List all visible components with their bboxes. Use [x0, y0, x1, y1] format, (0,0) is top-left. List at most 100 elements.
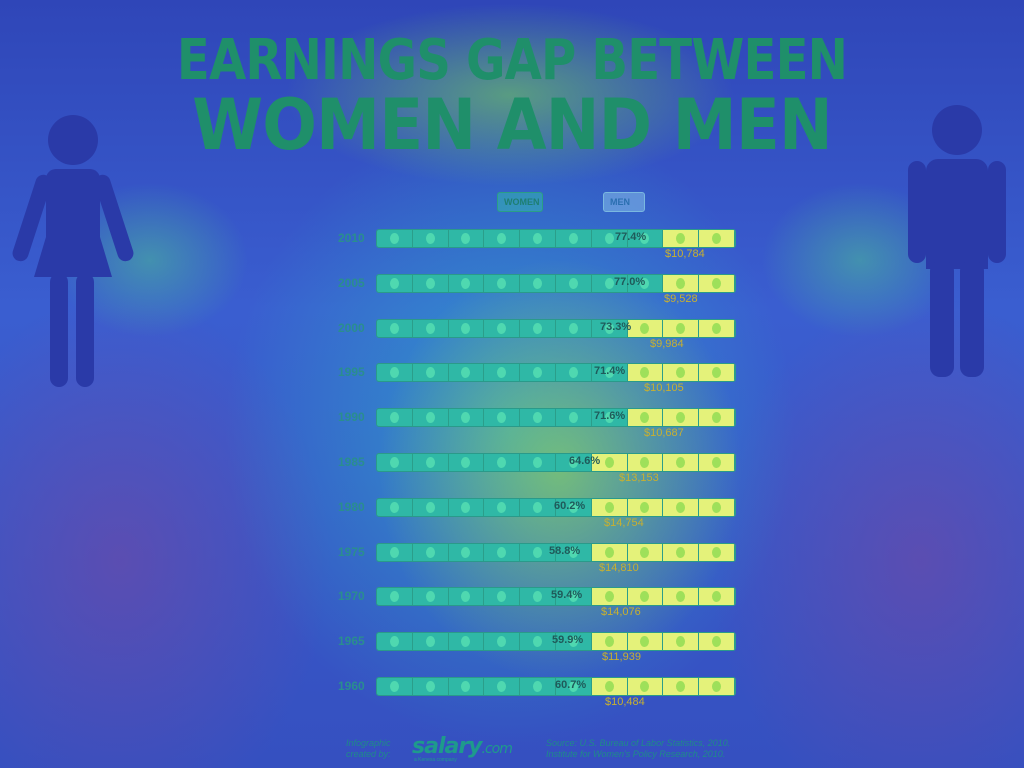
coin-icon: [640, 636, 650, 648]
bar-segment: [520, 364, 556, 382]
coin-icon: [604, 591, 614, 603]
coin-icon: [712, 367, 722, 379]
coin-icon: [461, 591, 471, 603]
coin-icon: [604, 546, 614, 558]
bar-row: [376, 408, 736, 428]
year-label: 1980: [338, 499, 365, 514]
coin-icon: [389, 367, 399, 379]
year-label: 2000: [338, 320, 365, 335]
coin-icon: [425, 681, 435, 692]
bar-segment: [412, 274, 449, 292]
coin-icon: [640, 322, 650, 334]
coin-icon: [497, 591, 507, 603]
bar-segment: [627, 319, 664, 337]
year-label: 1985: [338, 455, 365, 469]
coin-icon: [425, 457, 435, 468]
salary-logo: salary.com: [412, 734, 513, 759]
coin-icon: [568, 501, 578, 513]
coin-icon: [461, 546, 471, 558]
women-percent-label: 60.2%: [554, 499, 586, 512]
gap-amount-label: $9,528: [664, 292, 698, 305]
coin-icon: [497, 233, 507, 244]
man-icon: [906, 105, 1010, 380]
coin-icon: [389, 457, 399, 468]
gap-amount-label: $10,687: [644, 427, 684, 440]
coin-icon: [712, 501, 722, 513]
coin-icon: [676, 277, 686, 289]
bar-segment: [699, 543, 735, 561]
bar-row: [376, 229, 736, 248]
coin-icon: [425, 636, 435, 648]
coin-icon: [425, 501, 435, 513]
bar-segment: [591, 588, 628, 606]
coin-icon: [533, 636, 543, 648]
gap-amount-label: $14,076: [601, 606, 641, 619]
coin-icon: [533, 322, 543, 334]
gap-amount-label: $10,784: [665, 248, 705, 260]
coin-icon: [676, 501, 686, 513]
bar-segment: [591, 364, 628, 382]
bar-segment: [663, 230, 700, 247]
bar-row: [376, 318, 736, 338]
coin-icon: [461, 457, 471, 468]
coin-icon: [676, 322, 686, 334]
bar-segment: [448, 230, 485, 247]
bar-segment: [520, 409, 556, 427]
bar-segment: [520, 678, 556, 695]
coin-icon: [676, 412, 686, 424]
bar-segment: [377, 364, 413, 382]
bar-segment: [484, 588, 521, 606]
coin-icon: [604, 233, 614, 244]
coin-icon: [568, 367, 578, 379]
bar-segment: [484, 230, 521, 247]
coin-icon: [568, 546, 578, 558]
coin-icon: [604, 277, 614, 289]
bar-segment: [484, 319, 521, 337]
bar-segment: [412, 409, 449, 427]
women-percent-label: 71.4%: [594, 365, 626, 378]
bar-segment: [520, 498, 556, 516]
bar-segment: [699, 319, 735, 337]
coin-icon: [604, 412, 614, 424]
coin-icon: [604, 681, 614, 692]
bar-segment: [663, 543, 700, 561]
year-label: 1990: [338, 410, 365, 425]
coin-icon: [568, 681, 578, 692]
bar-segment: [448, 409, 485, 427]
bar-segment: [663, 678, 700, 695]
year-label: 1965: [338, 634, 365, 649]
women-percent-label: 73.3%: [600, 320, 632, 333]
coin-icon: [712, 546, 722, 558]
bar-segment: [377, 588, 413, 606]
bar-row: [376, 363, 736, 383]
coin-icon: [425, 412, 435, 424]
coin-icon: [461, 233, 471, 244]
coin-icon: [461, 681, 471, 692]
bar-segment: [627, 588, 664, 606]
coin-icon: [497, 412, 507, 424]
bar-segment: [448, 364, 485, 382]
bar-segment: [591, 543, 628, 561]
coin-icon: [604, 322, 614, 334]
women-percent-label: 77.4%: [615, 231, 647, 243]
bar-segment: [484, 678, 521, 695]
bar-segment: [555, 588, 592, 606]
coin-icon: [389, 591, 399, 603]
bar-segment: [663, 364, 700, 382]
year-label: 1960: [338, 679, 365, 693]
bar-segment: [663, 409, 700, 427]
women-percent-label: 71.6%: [594, 410, 626, 423]
bar-segment: [627, 543, 664, 561]
coin-icon: [497, 546, 507, 558]
bar-segment: [663, 319, 700, 337]
bar-segment: [699, 454, 735, 471]
year-label: 1995: [338, 365, 365, 380]
bar-segment: [627, 364, 664, 382]
bar-segment: [412, 319, 449, 337]
bar-segment: [484, 454, 521, 471]
coin-icon: [461, 367, 471, 379]
bar-segment: [412, 633, 449, 651]
bar-segment: [448, 498, 485, 516]
coin-icon: [712, 681, 722, 692]
coin-icon: [676, 681, 686, 692]
